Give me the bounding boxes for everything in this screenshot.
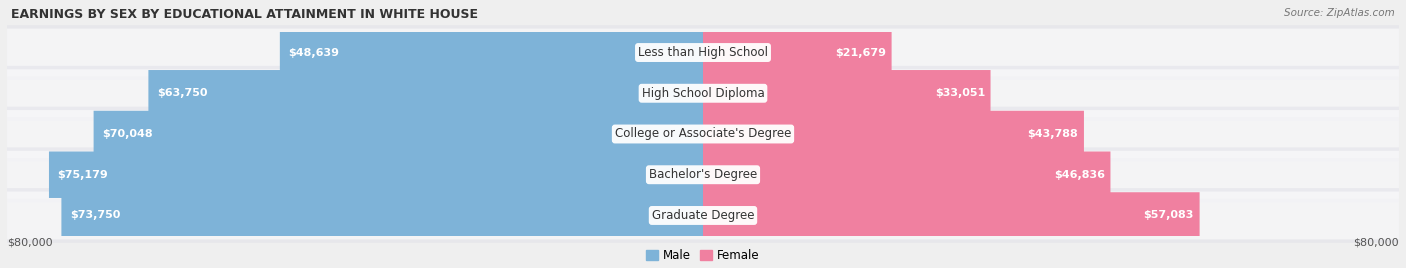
Text: $73,750: $73,750 bbox=[70, 210, 120, 221]
FancyBboxPatch shape bbox=[62, 192, 703, 239]
FancyBboxPatch shape bbox=[7, 66, 1399, 121]
Text: $80,000: $80,000 bbox=[7, 238, 52, 248]
Legend: Male, Female: Male, Female bbox=[641, 244, 765, 267]
Text: $63,750: $63,750 bbox=[156, 88, 207, 98]
Text: $21,679: $21,679 bbox=[835, 47, 886, 58]
FancyBboxPatch shape bbox=[7, 69, 1399, 117]
FancyBboxPatch shape bbox=[7, 147, 1399, 202]
Text: Graduate Degree: Graduate Degree bbox=[652, 209, 754, 222]
FancyBboxPatch shape bbox=[703, 70, 991, 117]
FancyBboxPatch shape bbox=[703, 192, 1199, 239]
Text: College or Associate's Degree: College or Associate's Degree bbox=[614, 128, 792, 140]
Text: $70,048: $70,048 bbox=[103, 129, 153, 139]
FancyBboxPatch shape bbox=[7, 25, 1399, 80]
Text: $43,788: $43,788 bbox=[1028, 129, 1078, 139]
Text: $57,083: $57,083 bbox=[1143, 210, 1194, 221]
FancyBboxPatch shape bbox=[280, 29, 703, 76]
Text: Bachelor's Degree: Bachelor's Degree bbox=[650, 168, 756, 181]
FancyBboxPatch shape bbox=[703, 111, 1084, 157]
FancyBboxPatch shape bbox=[703, 29, 891, 76]
FancyBboxPatch shape bbox=[7, 107, 1399, 161]
FancyBboxPatch shape bbox=[7, 188, 1399, 243]
Text: $80,000: $80,000 bbox=[1354, 238, 1399, 248]
FancyBboxPatch shape bbox=[49, 151, 703, 198]
Text: Source: ZipAtlas.com: Source: ZipAtlas.com bbox=[1284, 8, 1395, 18]
FancyBboxPatch shape bbox=[7, 110, 1399, 158]
Text: High School Diploma: High School Diploma bbox=[641, 87, 765, 100]
Text: EARNINGS BY SEX BY EDUCATIONAL ATTAINMENT IN WHITE HOUSE: EARNINGS BY SEX BY EDUCATIONAL ATTAINMEN… bbox=[11, 8, 478, 21]
Text: Less than High School: Less than High School bbox=[638, 46, 768, 59]
FancyBboxPatch shape bbox=[149, 70, 703, 117]
Text: $75,179: $75,179 bbox=[58, 170, 108, 180]
Text: $48,639: $48,639 bbox=[288, 47, 339, 58]
Text: $33,051: $33,051 bbox=[935, 88, 986, 98]
FancyBboxPatch shape bbox=[7, 192, 1399, 239]
FancyBboxPatch shape bbox=[94, 111, 703, 157]
Text: $46,836: $46,836 bbox=[1054, 170, 1105, 180]
FancyBboxPatch shape bbox=[7, 151, 1399, 199]
FancyBboxPatch shape bbox=[7, 29, 1399, 76]
FancyBboxPatch shape bbox=[703, 151, 1111, 198]
